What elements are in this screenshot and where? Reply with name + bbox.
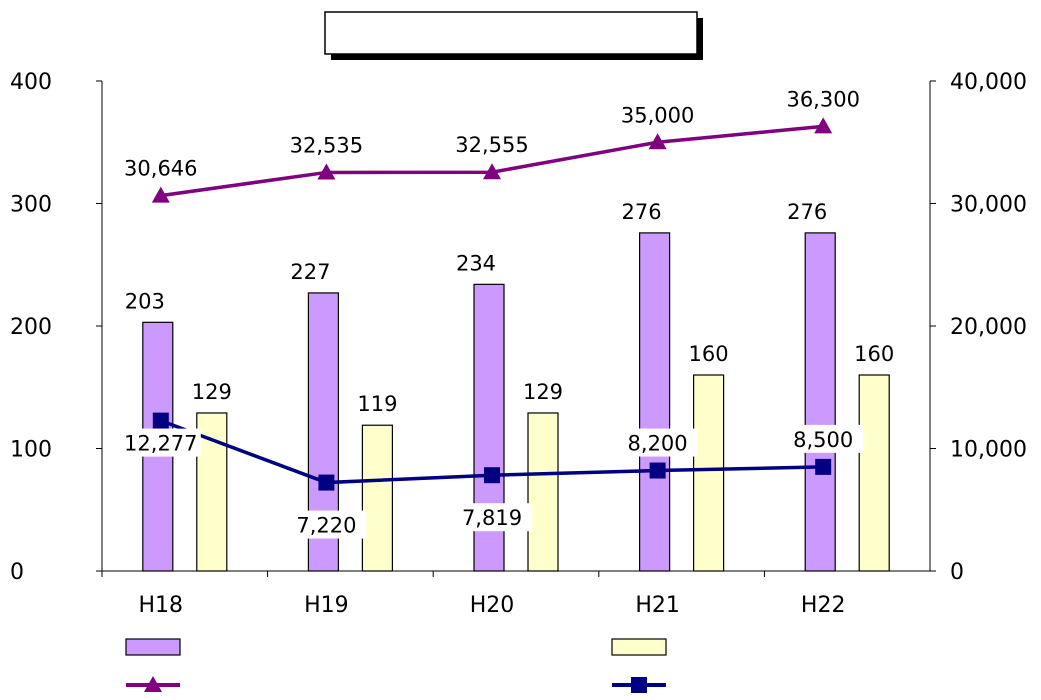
- bar-series-2: [361, 424, 393, 572]
- data-label-background: [452, 503, 532, 532]
- left-tick-label: 0: [10, 560, 24, 585]
- square-marker: [815, 458, 832, 475]
- line-data-label: 35,000: [621, 103, 694, 127]
- right-tick-label: 20,000: [950, 315, 1027, 340]
- line-data-label: 7,819: [462, 506, 522, 530]
- bar-data-label: 276: [787, 200, 827, 224]
- title-box: [324, 11, 698, 55]
- axes: 0 100 200 300 400 0 10,000 20,000 30,000 40,000 H1…: [10, 70, 1027, 618]
- bar-data-label: 129: [523, 380, 563, 404]
- left-tick-label: 100: [10, 438, 52, 463]
- square-marker: [649, 462, 666, 479]
- triangle-marker: [648, 133, 667, 150]
- square-marker: [152, 412, 169, 429]
- left-tick-label: 200: [10, 315, 52, 340]
- triangle-marker: [151, 186, 170, 203]
- lines: [151, 117, 833, 491]
- category-label: H20: [470, 593, 515, 618]
- legend: [125, 638, 667, 693]
- left-tick-label: 300: [10, 193, 52, 218]
- line-data-label: 32,555: [455, 133, 528, 157]
- bar-data-label: 276: [622, 200, 662, 224]
- legend-triangle-marker: [144, 676, 162, 692]
- data-label-background: [783, 424, 864, 453]
- bar-series-2: [858, 374, 890, 572]
- category-label: H18: [139, 593, 184, 618]
- legend-swatch-series-1: [125, 638, 181, 656]
- triangle-marker: [317, 163, 336, 180]
- right-tick-label: 40,000: [950, 70, 1027, 95]
- bar-data-label: 227: [290, 260, 330, 284]
- data-labels: 203 227 234 276 276 129 119 129 160 160 30,646 32,5…: [120, 87, 894, 539]
- bar-series-1: [804, 232, 836, 572]
- bar-data-label: 160: [689, 342, 729, 366]
- bar-series-2: [692, 374, 725, 572]
- right-tick-label: 0: [950, 560, 964, 585]
- category-label: H21: [635, 593, 680, 618]
- bar-data-label: 234: [456, 251, 496, 275]
- line-data-label: 12,277: [124, 432, 197, 456]
- line-data-label: 36,300: [786, 87, 859, 111]
- data-label-background: [286, 510, 367, 539]
- legend-swatch-series-2: [611, 638, 667, 656]
- bar-data-label: 160: [854, 342, 894, 366]
- right-tick-label: 10,000: [950, 438, 1027, 463]
- triangle-marker: [814, 117, 833, 134]
- square-marker: [318, 474, 335, 491]
- left-tick-label: 400: [10, 70, 52, 95]
- line-data-label: 8,200: [628, 432, 688, 456]
- bar-data-label: 119: [357, 392, 397, 416]
- data-label-background: [617, 428, 698, 457]
- line-data-label: 7,220: [296, 514, 356, 538]
- data-label-background: [120, 428, 201, 457]
- bar-series-1: [638, 232, 671, 572]
- right-tick-label: 30,000: [950, 193, 1027, 218]
- category-label: H22: [801, 593, 846, 618]
- line-data-label: 8,500: [793, 428, 853, 452]
- legend-square-marker: [631, 677, 647, 693]
- bars: [142, 232, 890, 572]
- line-data-label: 32,535: [290, 133, 363, 157]
- bar-data-label: 129: [192, 380, 232, 404]
- square-marker: [484, 467, 500, 484]
- bar-data-label: 203: [125, 289, 165, 313]
- line-data-label: 30,646: [124, 157, 197, 181]
- bar-series-2: [527, 412, 559, 572]
- category-label: H19: [304, 593, 349, 618]
- triangle-marker: [483, 163, 501, 180]
